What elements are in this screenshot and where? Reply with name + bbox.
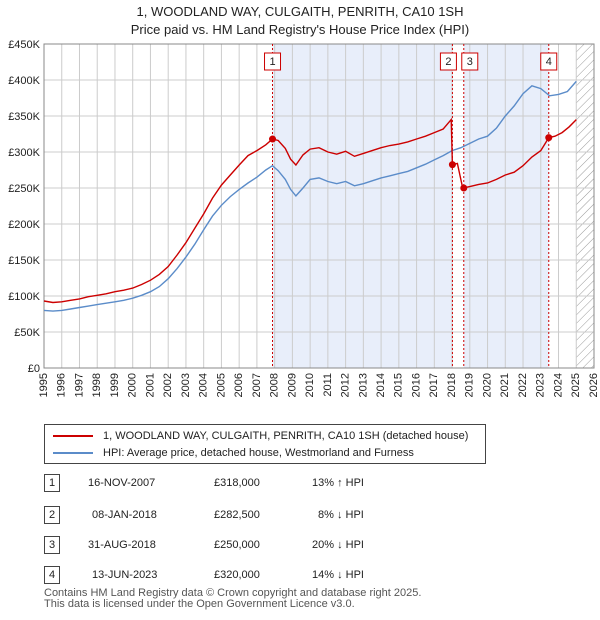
ownership-period-shade — [463, 44, 549, 368]
sale-hpi-change: 13% ↑ HPI — [312, 477, 364, 489]
x-tick-label: 2022 — [517, 373, 529, 397]
y-tick-label: £150K — [8, 255, 40, 267]
sale-point — [269, 135, 277, 143]
x-tick-label: 2015 — [393, 373, 405, 397]
x-tick-label: 2019 — [464, 373, 476, 397]
legend-line-hpi — [53, 452, 93, 454]
footer-licence: This data is licensed under the Open Gov… — [44, 598, 355, 610]
x-tick-label: 2006 — [233, 373, 245, 397]
x-tick-label: 2018 — [446, 373, 458, 397]
x-tick-label: 2011 — [322, 373, 334, 397]
x-tick-label: 1995 — [38, 373, 50, 397]
y-tick-label: £50K — [14, 327, 40, 339]
footer-copyright: Contains HM Land Registry data © Crown c… — [44, 587, 422, 599]
x-tick-label: 2017 — [428, 373, 440, 397]
sale-hpi-change: 20% ↓ HPI — [312, 539, 364, 551]
x-tick-label: 2012 — [340, 373, 352, 397]
sale-date: 16-NOV-2007 — [88, 477, 156, 489]
x-tick-label: 1999 — [109, 373, 121, 397]
chart-subtitle: Price paid vs. HM Land Registry's House … — [130, 22, 470, 37]
legend-item-property: 1, WOODLAND WAY, CULGAITH, PENRITH, CA10… — [53, 428, 468, 444]
sale-label: 1 — [269, 56, 275, 68]
sale-point — [460, 184, 468, 192]
sale-label: 4 — [546, 56, 552, 68]
sale-price: £318,000 — [214, 477, 260, 489]
sale-row: 2 08-JAN-2018 £282,500 8% ↓ HPI — [0, 506, 600, 528]
x-tick-label: 2004 — [198, 373, 210, 397]
sale-price: £320,000 — [214, 569, 260, 581]
sale-price: £282,500 — [214, 509, 260, 521]
y-tick-label: £450K — [8, 39, 40, 51]
sale-label-box — [540, 52, 558, 71]
price-chart: 1995 1996 1997 1998 1999 2000 2001 2002 2003 2004… — [8, 39, 600, 397]
x-tick-label: 2023 — [535, 373, 547, 397]
x-tick-label: 2013 — [357, 373, 369, 397]
x-tick-label: 2020 — [481, 373, 493, 397]
x-tick-label: 2009 — [286, 373, 298, 397]
x-tick-label: 2008 — [269, 373, 281, 397]
hpi-line — [43, 80, 577, 312]
legend-label-property: 1, WOODLAND WAY, CULGAITH, PENRITH, CA10… — [103, 430, 469, 442]
sale-label: 2 — [445, 56, 451, 68]
sale-hpi-change: 14% ↓ HPI — [312, 569, 364, 581]
sale-row: 4 13-JUN-2023 £320,000 14% ↓ HPI — [0, 566, 600, 588]
y-tick-label: £400K — [8, 75, 40, 87]
sale-date: 08-JAN-2018 — [92, 509, 157, 521]
x-tick-label: 2016 — [410, 373, 422, 397]
sale-row: 1 16-NOV-2007 £318,000 13% ↑ HPI — [0, 474, 600, 496]
sale-label-box — [461, 52, 479, 71]
sale-date: 31-AUG-2018 — [88, 539, 156, 551]
sale-label: 3 — [467, 56, 473, 68]
plot-frame — [43, 43, 595, 369]
sale-row: 3 31-AUG-2018 £250,000 20% ↓ HPI — [0, 536, 600, 558]
chart-title: 1, WOODLAND WAY, CULGAITH, PENRITH, CA10… — [136, 4, 464, 19]
footer: Contains HM Land Registry data © Crown c… — [44, 588, 421, 610]
sale-label-box — [264, 52, 282, 71]
sale-point — [545, 134, 553, 142]
y-tick-label: £300K — [8, 147, 40, 159]
y-tick-label: £0 — [28, 363, 40, 375]
x-tick-label: 1997 — [73, 373, 85, 397]
legend-line-property — [53, 435, 93, 437]
x-tick-label: 2005 — [215, 373, 227, 397]
sale-number-badge: 2 — [44, 506, 60, 524]
sale-price: £250,000 — [214, 539, 260, 551]
ownership-period-shade — [272, 44, 453, 368]
x-tick-label: 2014 — [375, 373, 387, 397]
y-tick-label: £350K — [8, 111, 40, 123]
x-tick-label: 2007 — [251, 373, 263, 397]
x-tick-label: 2001 — [144, 373, 156, 397]
x-tick-label: 2010 — [304, 373, 316, 397]
x-tick-label: 2003 — [180, 373, 192, 397]
legend-item-hpi: HPI: Average price, detached house, West… — [53, 445, 414, 461]
y-tick-label: £200K — [8, 219, 40, 231]
x-tick-label: 2000 — [127, 373, 139, 397]
x-tick-label: 1996 — [56, 373, 68, 397]
legend-label-hpi: HPI: Average price, detached house, West… — [103, 447, 414, 459]
sale-point — [448, 161, 456, 169]
sale-label-box — [439, 52, 457, 71]
x-tick-label: 2026 — [588, 373, 600, 397]
x-tick-label: 2002 — [162, 373, 174, 397]
sale-number-badge: 3 — [44, 536, 60, 554]
y-tick-label: £250K — [8, 183, 40, 195]
sale-number-badge: 4 — [44, 566, 60, 584]
property-price-line — [43, 117, 577, 304]
x-tick-label: 2025 — [570, 373, 582, 397]
sale-date: 13-JUN-2023 — [92, 569, 158, 581]
x-tick-label: 1998 — [91, 373, 103, 397]
y-tick-label: £100K — [8, 291, 40, 303]
x-tick-label: 2021 — [499, 373, 511, 397]
sale-number-badge: 1 — [44, 474, 60, 492]
chart-legend: 1, WOODLAND WAY, CULGAITH, PENRITH, CA10… — [44, 424, 486, 464]
sale-hpi-change: 8% ↓ HPI — [318, 509, 364, 521]
future-hatch — [576, 44, 594, 368]
x-tick-label: 2024 — [552, 373, 564, 397]
